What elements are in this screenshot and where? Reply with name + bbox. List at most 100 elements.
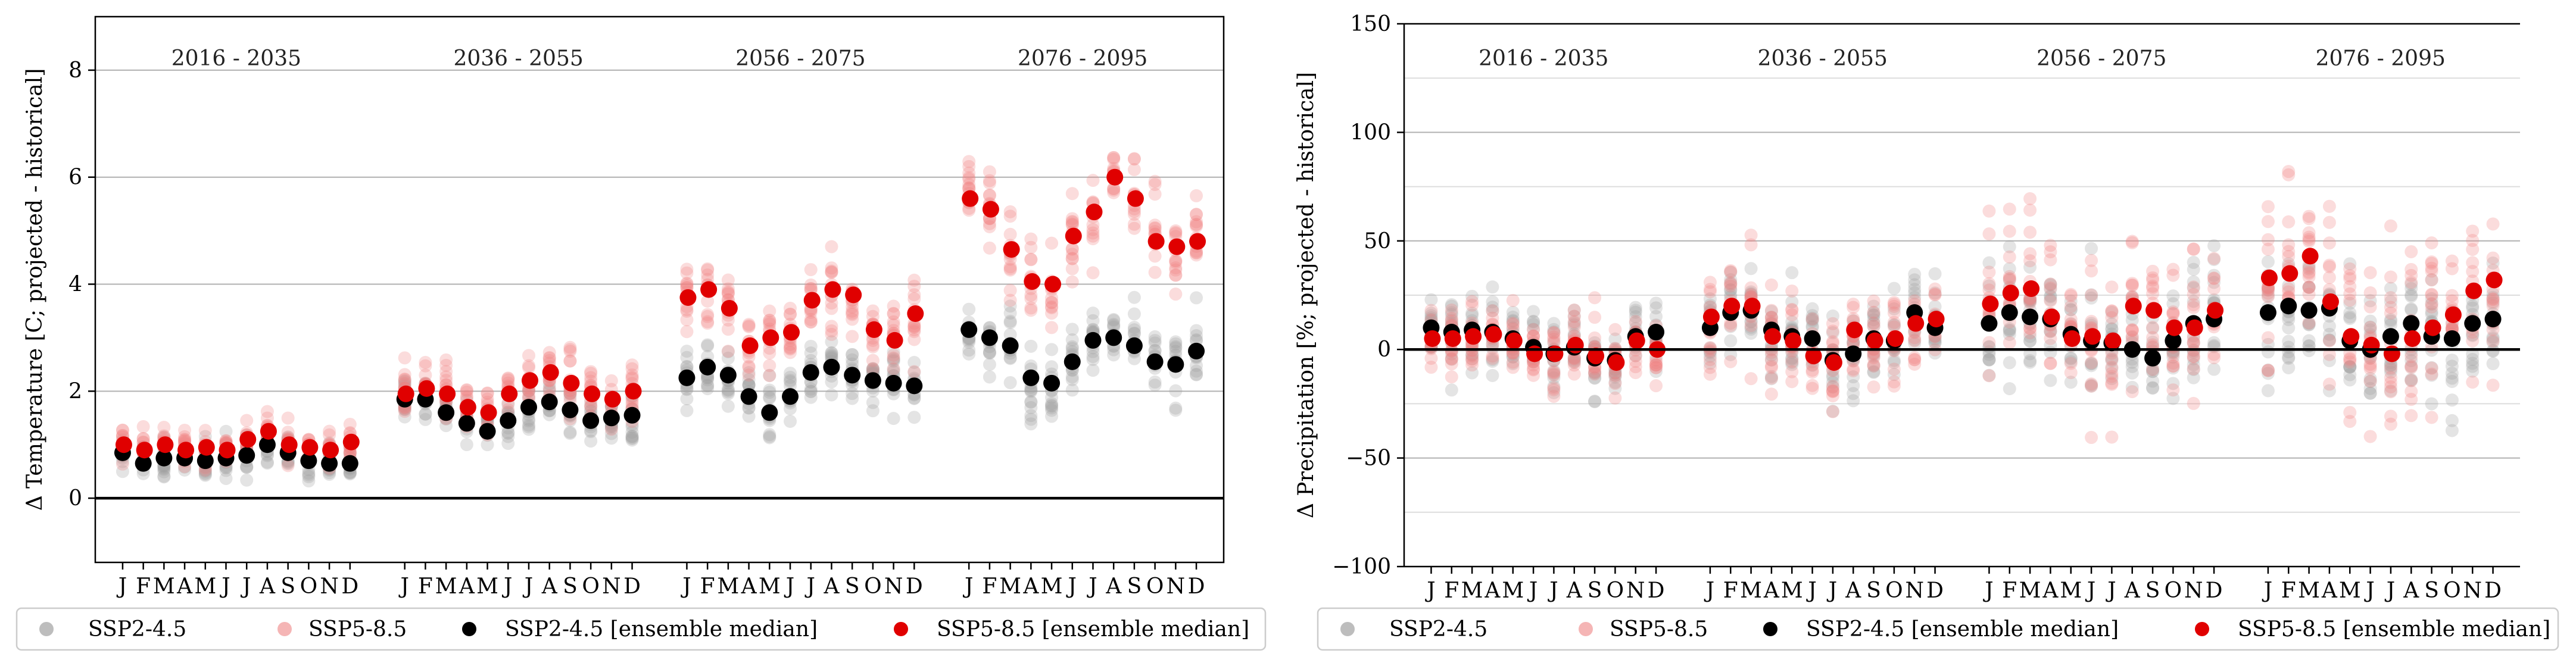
ssp585-member-point [1724,277,1738,291]
ssp585-member-point [2343,415,2357,428]
ssp245-member-point [2105,322,2119,336]
ssp245-member-point [1785,295,1799,309]
x-tick-label: M [759,574,781,599]
x-tick-label: J [1805,578,1816,603]
ssp245-member-point [1486,353,1499,367]
ssp585-member-point [1764,387,1778,401]
ssp245-member-point [2207,253,2221,267]
ssp245-member-point [2207,336,2221,349]
ssp245-member-point [1424,293,1438,306]
x-tick-label: M [1461,578,1483,603]
ssp245-member-point [1547,323,1561,336]
ssp585-member-point [1887,298,1901,311]
ssp245-member-point [1003,306,1017,320]
ssp585-member-point [2187,336,2200,350]
ssp245-member-point [1805,302,1819,315]
ssp245-median-point [500,412,517,429]
ssp585-member-point [804,278,818,292]
ssp585-member-point [178,430,192,443]
ssp245-member-point [1003,316,1017,330]
ssp245-member-point [1724,277,1738,290]
ssp245-member-point [983,370,996,384]
ssp245-member-point [2302,317,2316,330]
ssp585-member-point [1982,369,1996,383]
ssp245-member-point [2425,292,2438,305]
ssp585-median-point [1505,332,1523,349]
ssp245-member-point [240,473,254,487]
ssp245-median-point [582,412,600,429]
ssp245-member-point [1506,350,1520,364]
ssp245-member-point [2023,354,2037,368]
x-tick-label: J [2105,578,2116,603]
ssp585-member-point [804,305,818,319]
ssp585-member-point [2187,280,2200,294]
ssp245-member-point [563,390,577,404]
ssp585-member-point [1867,316,1880,330]
ssp245-member-point [1724,320,1738,333]
ssp585-member-point [1764,278,1778,292]
ssp245-member-point [1764,353,1778,367]
ssp245-member-point [2064,376,2078,389]
y-tick-label: 8 [68,58,82,83]
ssp585-member-point [2207,272,2221,286]
ssp585-member-point [2466,376,2480,389]
ssp585-member-point [1724,264,1738,277]
ssp245-member-point [2261,367,2275,380]
ssp245-member-point [2384,313,2397,327]
ssp245-member-point [2486,296,2500,310]
ssp585-member-point [2044,281,2057,295]
ssp245-member-point [1445,299,1458,313]
ssp245-member-point [1826,368,1839,382]
ssp585-member-point [784,308,797,321]
ssp585-member-point [1928,282,1942,296]
ssp585-member-point [721,313,735,327]
ssp585-member-point [680,304,694,318]
ssp245-member-point [1127,323,1141,337]
ssp585-member-point [439,365,453,379]
ssp585-median-point [762,329,779,346]
ssp245-member-point [1826,380,1839,394]
ssp245-median-point [2484,311,2502,328]
x-tick-label: F [1444,578,1459,603]
ssp245-member-point [1148,375,1162,389]
ssp585-member-point [1045,300,1059,314]
ssp245-member-point [1024,339,1038,353]
ssp245-member-point [2282,321,2296,334]
ssp585-member-point [1764,361,1778,374]
ssp585-member-point [1908,351,1922,364]
ssp245-member-point [2322,384,2336,398]
ssp245-median-point [1043,374,1061,392]
ssp245-member-point [2261,363,2275,377]
ssp585-member-point [1190,220,1203,233]
ssp585-member-point [2125,236,2139,249]
ssp585-member-point [907,319,921,333]
ssp245-member-point [1127,327,1141,340]
x-tick-label: M [1740,578,1762,603]
ssp245-member-point [1465,366,1479,380]
ssp585-median-point [2444,306,2462,323]
ssp585-median-point [1702,308,1720,326]
ssp585-member-point [2187,298,2200,312]
ssp245-member-point [625,431,639,445]
ssp245-member-point [2384,281,2397,295]
x-tick-label: F [136,574,151,599]
ssp245-median-point [1648,324,1665,341]
ssp245-member-point [1649,296,1663,310]
ssp245-member-point [1744,326,1758,340]
ssp245-member-point [907,392,921,405]
ssp245-member-point [1424,306,1438,320]
ssp245-member-point [721,351,735,365]
legend-label: SSP2-4.5 [1389,617,1487,642]
ssp245-member-point [2003,323,2016,337]
ssp585-member-point [2302,230,2316,244]
ssp245-member-point [2187,255,2200,269]
ssp585-median-point [2485,271,2503,289]
ssp245-median-point [541,393,558,411]
ssp245-member-point [625,432,639,446]
ssp245-member-point [1982,352,1996,366]
ssp585-member-point [1148,177,1162,191]
ssp585-member-point [1982,204,1996,218]
ssp585-member-point [439,358,453,372]
ssp245-member-point [721,399,735,413]
ssp585-member-point [983,220,996,233]
